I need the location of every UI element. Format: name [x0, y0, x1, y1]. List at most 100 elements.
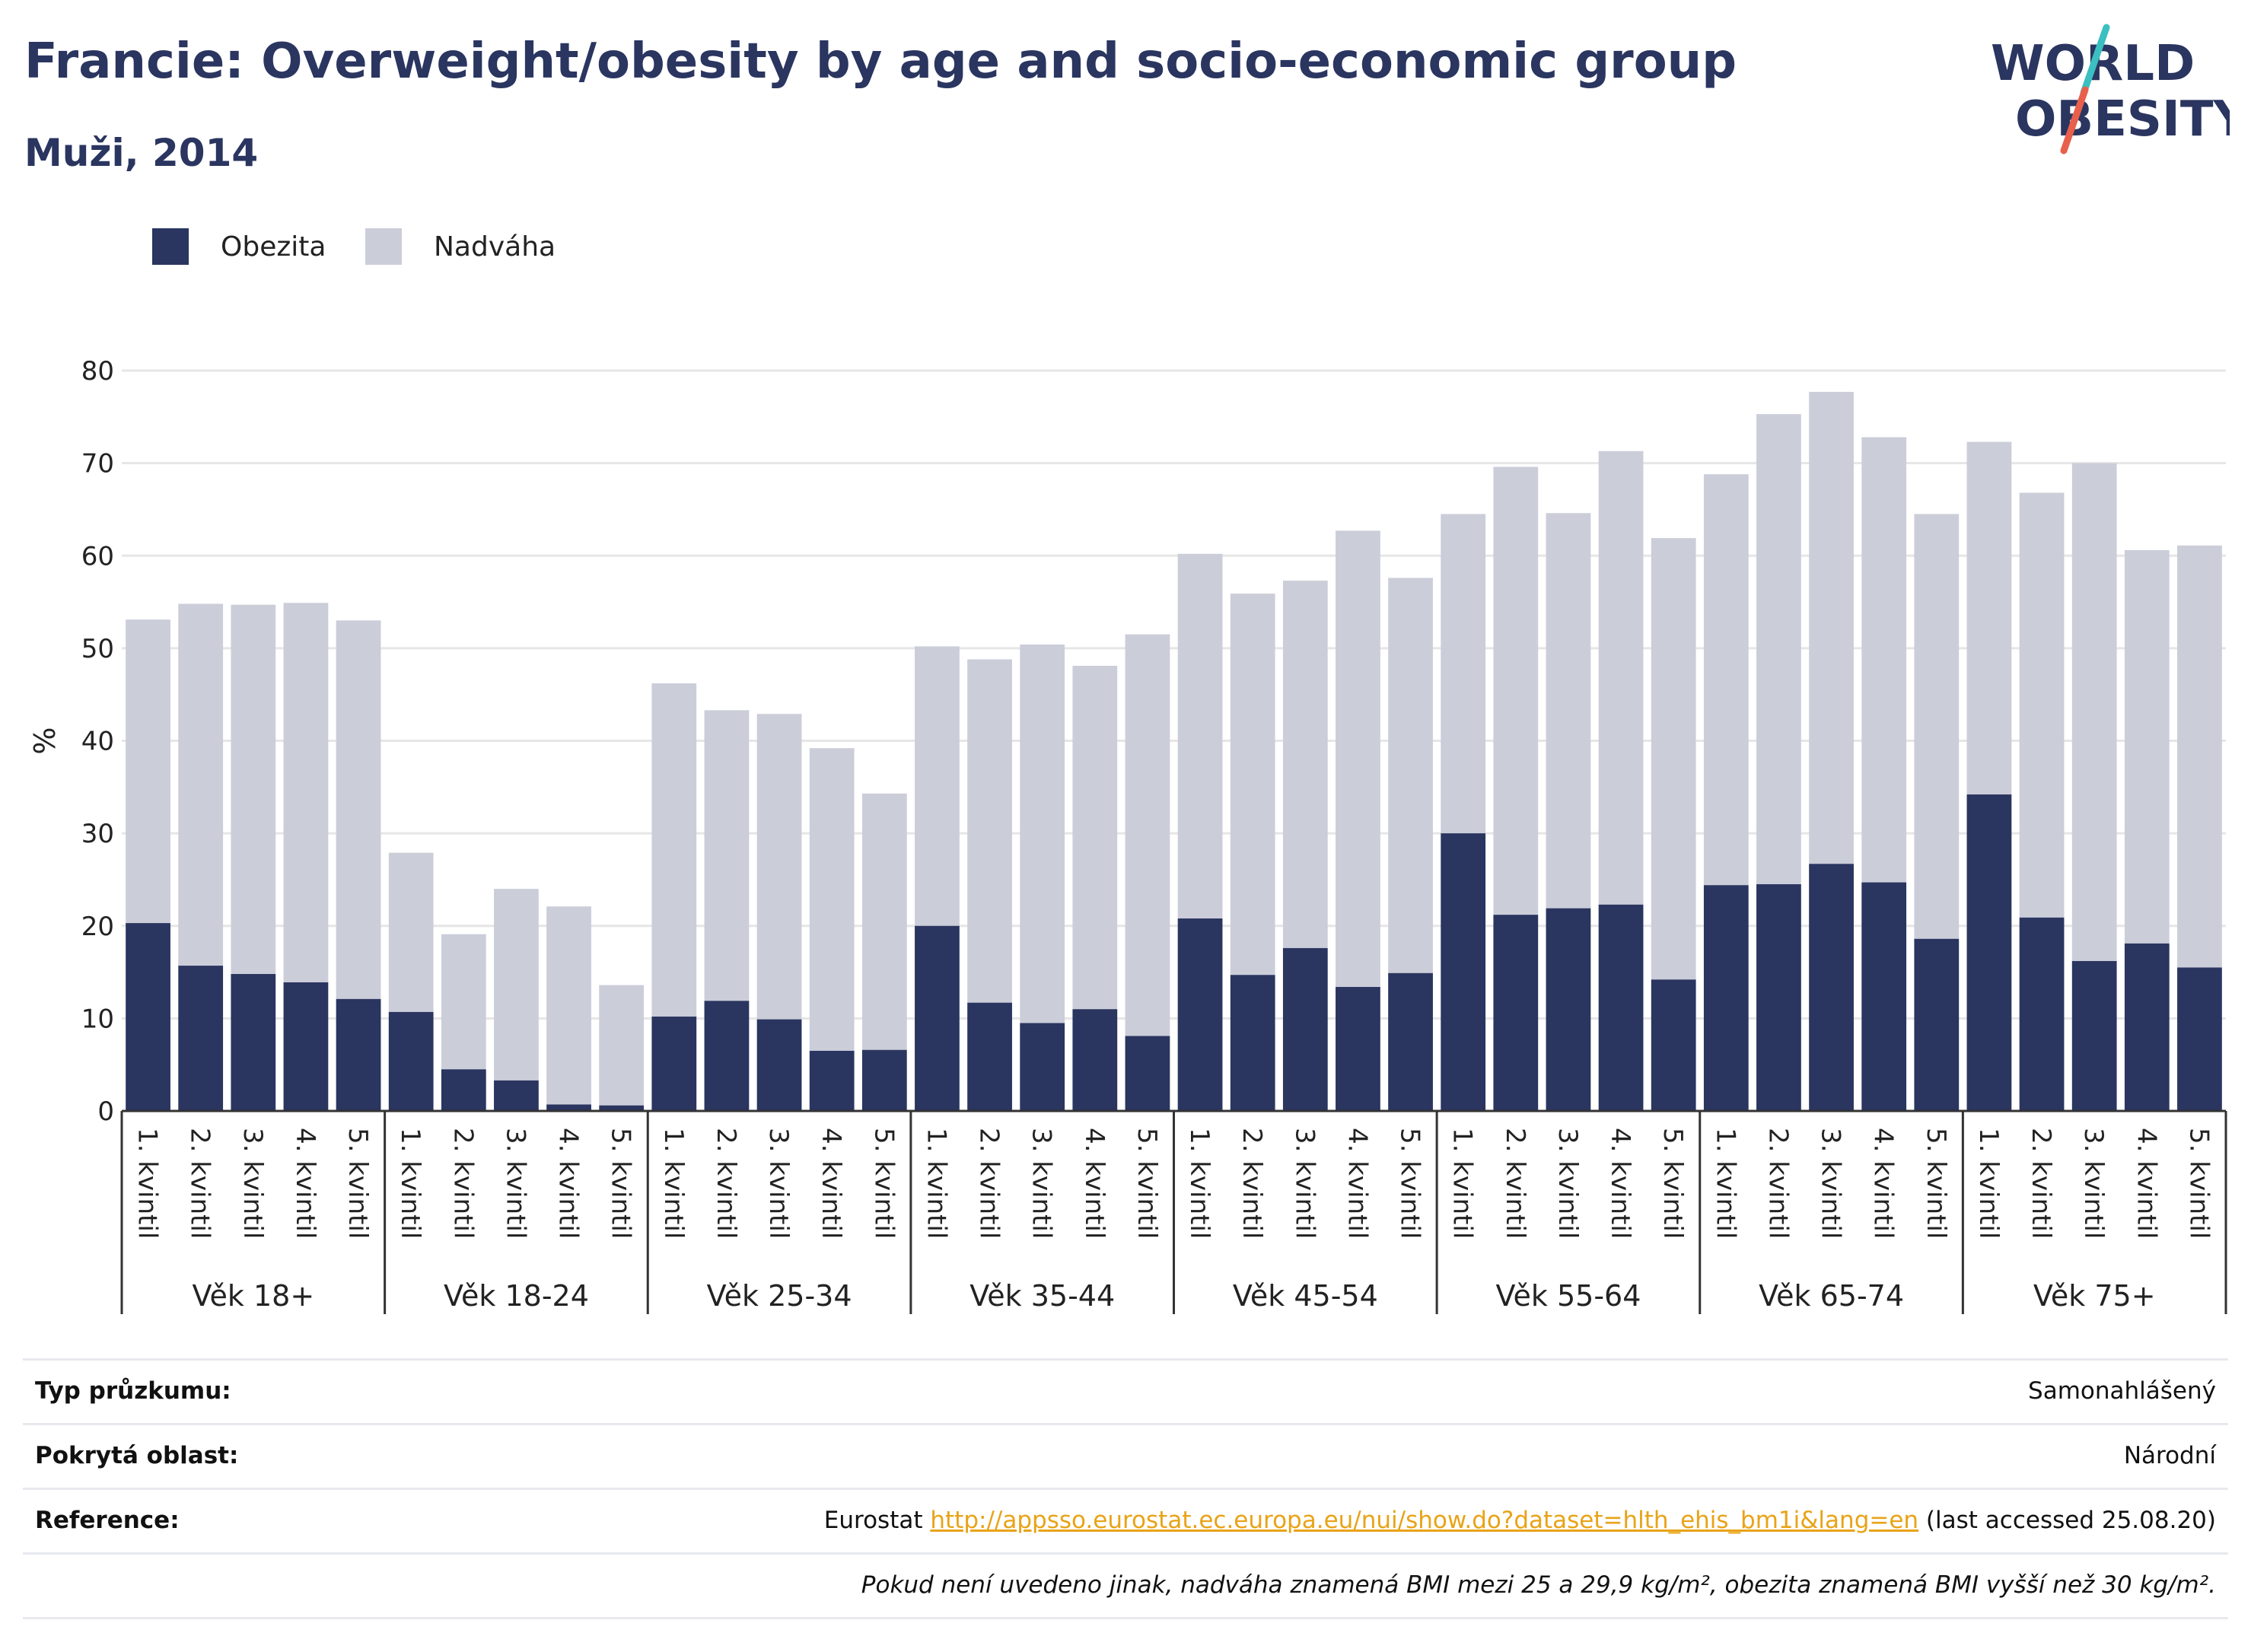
- x-tick-label: 2. kvintil: [1500, 1128, 1530, 1239]
- bar-obesity: [1125, 1036, 1170, 1111]
- bar-obesity: [1230, 975, 1275, 1111]
- bar-obesity: [1966, 794, 2012, 1111]
- survey-info-table: Typ průzkumu: Samonahlášený Pokrytá obla…: [23, 1358, 2228, 1619]
- x-tick-label: 1. kvintil: [395, 1128, 425, 1239]
- group-label: Věk 18-24: [444, 1279, 589, 1313]
- y-tick-label: 80: [81, 356, 114, 387]
- y-tick-label: 50: [81, 634, 114, 664]
- x-tick-label: 2. kvintil: [185, 1128, 215, 1239]
- y-tick-label: 70: [81, 449, 114, 479]
- bar-obesity: [1756, 884, 1801, 1111]
- bar-overweight: [1177, 553, 1223, 919]
- x-tick-label: 5. kvintil: [1395, 1128, 1425, 1239]
- bar-overweight: [2019, 492, 2065, 918]
- x-tick-label: 1. kvintil: [921, 1128, 951, 1239]
- bar-overweight: [494, 889, 539, 1081]
- x-tick-label: 2. kvintil: [711, 1128, 741, 1239]
- bar-obesity: [2019, 917, 2065, 1111]
- bar-obesity: [1703, 885, 1749, 1111]
- x-tick-label: 1. kvintil: [132, 1128, 163, 1239]
- x-tick-label: 2. kvintil: [974, 1128, 1005, 1239]
- bar-overweight: [1493, 466, 1539, 915]
- x-tick-label: 3. kvintil: [2078, 1128, 2109, 1239]
- x-tick-label: 2. kvintil: [2026, 1128, 2056, 1239]
- info-value-area: Národní: [2123, 1442, 2216, 1469]
- definition-note: Pokud není uvedeno jinak, nadváha znamen…: [861, 1571, 2216, 1599]
- info-row-area: Pokrytá oblast: Národní: [23, 1423, 2228, 1488]
- bar-obesity: [2124, 943, 2170, 1111]
- bar-overweight: [388, 852, 434, 1012]
- bar-overweight: [1861, 437, 1907, 883]
- info-row-reference: Reference: Eurostat http://appsso.eurost…: [23, 1488, 2228, 1552]
- bar-overweight: [651, 683, 697, 1017]
- bar-overweight: [756, 714, 802, 1020]
- bar-overweight: [1230, 594, 1275, 976]
- bar-overweight: [1388, 578, 1433, 973]
- reference-link[interactable]: http://appsso.eurostat.ec.europa.eu/nui/…: [930, 1507, 1919, 1534]
- legend-swatch-obesity: [152, 228, 189, 265]
- x-tick-label: 5. kvintil: [606, 1128, 636, 1239]
- group-label: Věk 75+: [2033, 1279, 2156, 1313]
- bar-overweight: [1072, 665, 1118, 1010]
- x-tick-label: 4. kvintil: [290, 1128, 320, 1239]
- stacked-bar-chart: 0 10 20 30 40 50 60 70 80% 1. kvintil 2. kvintil 3.…: [28, 356, 2227, 1314]
- bar-obesity: [651, 1016, 697, 1111]
- bar-overweight: [283, 603, 329, 982]
- bar-obesity: [1072, 1009, 1118, 1111]
- x-tick-label: 3. kvintil: [1027, 1128, 1057, 1239]
- bar-overweight: [1125, 634, 1170, 1036]
- bar-overweight: [2124, 549, 2170, 944]
- bar-obesity: [1441, 833, 1486, 1111]
- bar-overweight: [599, 985, 645, 1106]
- info-label-survey-type: Typ průzkumu:: [35, 1377, 231, 1405]
- x-tick-label: 1. kvintil: [658, 1128, 689, 1239]
- x-tick-label: 3. kvintil: [1289, 1128, 1320, 1239]
- x-tick-label: 3. kvintil: [1552, 1128, 1583, 1239]
- bar-obesity: [1809, 864, 1854, 1111]
- bar-overweight: [178, 603, 224, 966]
- bar-obesity: [494, 1080, 539, 1111]
- group-label: Věk 18+: [192, 1279, 314, 1313]
- bar-obesity: [1651, 979, 1696, 1111]
- bar-obesity: [336, 998, 381, 1111]
- group-label: Věk 35-44: [969, 1279, 1115, 1313]
- legend-label-obesity: Obezita: [221, 231, 326, 263]
- bar-obesity: [126, 923, 170, 1111]
- bar-obesity: [809, 1050, 855, 1111]
- group-label: Věk 65-74: [1759, 1279, 1904, 1313]
- info-value-survey-type: Samonahlášený: [2028, 1377, 2216, 1405]
- bar-overweight: [336, 620, 381, 999]
- bar-obesity: [283, 982, 329, 1111]
- bar-overweight: [809, 748, 855, 1051]
- y-tick-label: 10: [81, 1004, 114, 1034]
- info-value-reference: Eurostat http://appsso.eurostat.ec.europ…: [824, 1507, 2216, 1534]
- x-tick-label: 2. kvintil: [447, 1128, 478, 1239]
- logo-line2: OBESITY: [2015, 91, 2230, 148]
- x-tick-label: 5. kvintil: [868, 1128, 899, 1239]
- bar-overweight: [861, 793, 907, 1050]
- bar-obesity: [2177, 967, 2222, 1111]
- x-tick-label: 2. kvintil: [1762, 1128, 1793, 1239]
- x-tick-label: 3. kvintil: [500, 1128, 530, 1239]
- bar-obesity: [967, 1002, 1012, 1111]
- x-tick-label: 3. kvintil: [1816, 1128, 1846, 1239]
- bar-overweight: [915, 646, 960, 926]
- bar-obesity: [546, 1104, 591, 1111]
- bar-obesity: [1914, 938, 1960, 1111]
- bar-overweight: [546, 906, 591, 1105]
- x-tick-label: 4. kvintil: [1868, 1128, 1899, 1239]
- x-tick-label: 1. kvintil: [1184, 1128, 1215, 1239]
- reference-prefix: Eurostat: [823, 1507, 923, 1534]
- bar-overweight: [2071, 463, 2117, 961]
- x-tick-label: 4. kvintil: [1342, 1128, 1372, 1239]
- info-row-note: Pokud není uvedeno jinak, nadváha znamen…: [23, 1552, 2228, 1619]
- bar-obesity: [1388, 972, 1433, 1111]
- x-tick-label: 1. kvintil: [1710, 1128, 1740, 1239]
- bar-overweight: [1546, 513, 1591, 909]
- y-tick-label: 60: [81, 541, 114, 571]
- bar-overweight: [1809, 391, 1854, 864]
- bar-overweight: [126, 619, 170, 924]
- legend-label-overweight: Nadváha: [434, 231, 556, 263]
- bar-obesity: [599, 1105, 645, 1111]
- bar-overweight: [1966, 441, 2012, 795]
